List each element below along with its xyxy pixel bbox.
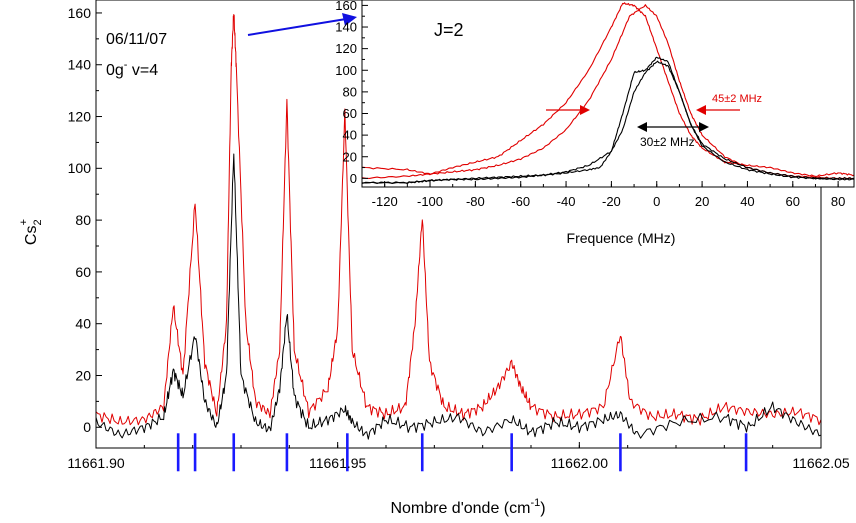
x-tick-label: 0: [653, 194, 660, 209]
y-tick-label: 100: [335, 63, 357, 78]
y-tick-label: 20: [75, 367, 91, 383]
blue-callout-arrow: [247, 13, 357, 36]
state-annotation: 0g- v=4: [106, 59, 158, 79]
y-tick-label: 140: [335, 20, 357, 35]
x-tick-label: -100: [417, 194, 443, 209]
main-plot-frame: [95, 0, 822, 449]
y-tick-label: 80: [75, 212, 91, 228]
inset-y-axis: 0 20 40 60 80 100 120 140 160: [335, 0, 368, 186]
inset-x-axis: -120 -100 -80 -60 -40 -20 0 20 40 60 80: [372, 181, 845, 209]
inset-plot: -120 -100 -80 -60 -40 -20 0 20 40 60 80 0 20 40 60 80 1…: [335, 0, 855, 246]
x-tick-label: 11661.90: [67, 455, 125, 471]
y-tick-label: 40: [343, 128, 357, 143]
main-y-axis: 0 20 40 60 80 100 120 140 160: [68, 5, 102, 435]
main-x-axis: 11661.90 11661.95 11662.00 11662.05: [67, 442, 850, 471]
y-tick-label: 60: [75, 264, 91, 280]
x-tick-label: 11662.00: [551, 455, 609, 471]
main-line-markers: [176, 433, 748, 472]
y-tick-label: 120: [68, 108, 92, 124]
inset-series-group: [362, 2, 854, 185]
series-line-0: [362, 2, 854, 177]
x-tick-label: 40: [740, 194, 754, 209]
y-tick-label: 80: [343, 84, 357, 99]
y-tick-label: 0: [350, 171, 357, 186]
date-annotation: 06/11/07: [106, 31, 167, 48]
black-width-label: 30±2 MHz: [640, 135, 695, 149]
y-tick-label: 60: [343, 106, 357, 121]
y-tick-label: 0: [83, 419, 91, 435]
y-tick-label: 160: [68, 5, 92, 21]
y-tick-label: 40: [75, 316, 91, 332]
inset-title: J=2: [434, 20, 464, 40]
y-tick-label: 140: [68, 57, 92, 73]
inset-x-axis-title: Frequence (MHz): [567, 230, 676, 246]
main-y-axis-title: Cs2+: [18, 219, 44, 245]
x-tick-label: -80: [466, 194, 485, 209]
inset-plot-frame: [361, 0, 855, 188]
main-x-axis-title: Nombre d'onde (cm-1): [390, 497, 545, 517]
main-plot: 11661.90 11661.95 11662.00 11662.05 0 20 40 60…: [18, 0, 850, 517]
black-width-marker: [637, 122, 709, 132]
x-tick-label: 80: [831, 194, 845, 209]
x-tick-label: 11662.05: [792, 455, 850, 471]
x-tick-label: -40: [557, 194, 576, 209]
red-width-marker: [546, 105, 740, 115]
x-tick-label: 20: [695, 194, 709, 209]
y-tick-label: 120: [335, 41, 357, 56]
main-series-group: [96, 14, 821, 440]
x-tick-label: 60: [786, 194, 800, 209]
svg-text:Cs2+: Cs2+: [18, 219, 44, 245]
y-tick-label: 20: [343, 149, 357, 164]
series-line-1: [96, 153, 821, 440]
y-tick-label: 100: [68, 160, 92, 176]
red-width-label: 45±2 MHz: [712, 93, 762, 105]
x-tick-label: -20: [602, 194, 621, 209]
x-tick-label: -60: [511, 194, 530, 209]
x-tick-label: -120: [372, 194, 398, 209]
y-tick-label: 160: [335, 0, 357, 13]
x-tick-label: 11661.95: [309, 455, 367, 471]
series-line-0: [96, 14, 821, 426]
series-line-3: [362, 56, 854, 185]
